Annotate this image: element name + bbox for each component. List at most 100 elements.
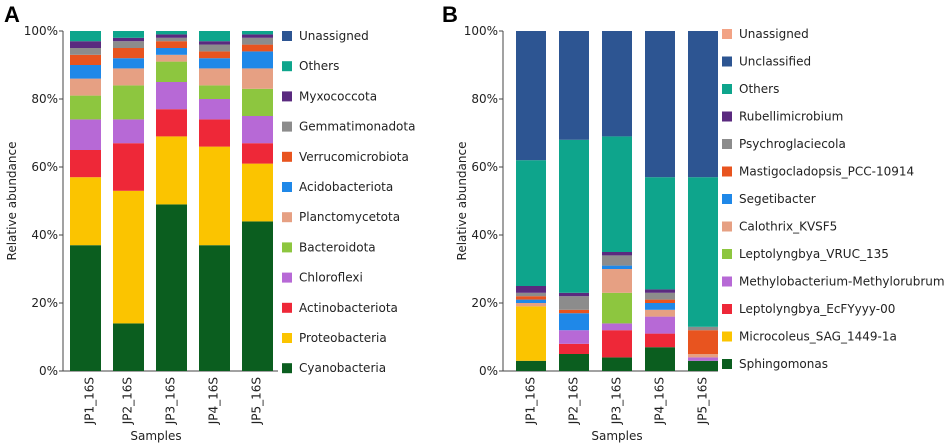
panel-b-bar-segment: JP2_16S · Psychroglaciecola: 4% [559, 296, 589, 310]
panel-a-bar-segment: JP4_16S · Acidobacteriota: 3% [199, 58, 230, 69]
panel-a-legend-swatch [282, 302, 292, 313]
panel-b-legend-swatch [722, 194, 732, 204]
panel-b-legend-label: Rubellimicrobium [739, 110, 843, 124]
panel-a-legend: Unassigned Others Myxococcota Gemmatimonado… [282, 29, 415, 375]
panel-b-xtick: JP3_16S [610, 377, 624, 425]
panel-a-bar-segment: JP5_16S · Verrucomicrobiota: 2% [242, 44, 273, 52]
panel-a-bars: JP1_16S · Cyanobacteria: 37%JP1_16S · Pr… [70, 31, 273, 371]
panel-a-bar-segment: JP5_16S · Proteobacteria: 17% [242, 163, 273, 222]
panel-b-legend-swatch [722, 359, 732, 369]
panel-a-x-ticks: JP1_16S JP2_16S JP3_16S JP4_16S JP5_16S [83, 377, 264, 425]
panel-a-bar-segment: JP4_16S · Gemmatimonadota: 2% [199, 44, 230, 52]
panel-b-bar-segment: JP4_16S · Rubellimicrobium: 1% [645, 289, 675, 293]
panel-a-bar-segment: JP5_16S · Planctomycetota: 6% [242, 68, 273, 89]
panel-b-bar-segment: JP1_16S · Rubellimicrobium: 2% [516, 286, 546, 293]
panel-a-bar-segment: JP2_16S · Planctomycetota: 5% [113, 68, 144, 86]
panel-b: B Relative abundance Samples 0% 20% 40% … [442, 2, 945, 443]
panel-a-bar-segment: JP5_16S · Chloroflexi: 8% [242, 116, 273, 144]
panel-a-bar-segment: JP3_16S · Bacteroidota: 6% [156, 61, 187, 82]
panel-a-ytick: 0% [39, 364, 58, 378]
panel-b-ytick: 0% [479, 364, 498, 378]
panel-b-ytick: 20% [471, 296, 498, 310]
panel-b-bar-segment: JP5_16S · Psychroglaciecola: 1% [688, 326, 718, 331]
panel-b-bar-segment: JP4_16S · Leptolyngbya_EcFYyyy-00: 4% [645, 333, 675, 348]
panel-b-bar-segment: JP1_16S · Segetibacter: 1% [516, 299, 546, 303]
panel-a-bar-segment: JP2_16S · Gemmatimonadota: 2% [113, 41, 144, 48]
panel-a-bar-segment: JP2_16S · Acidobacteriota: 3% [113, 58, 144, 69]
panel-b-bar-segment: JP3_16S · Others: 34% [602, 136, 632, 252]
panel-b-legend-swatch [722, 56, 732, 67]
panel-b-legend-swatch [722, 84, 732, 94]
panel-b-legend-swatch [722, 331, 732, 342]
panel-a-bar-segment: JP4_16S · Others: 3% [199, 31, 230, 42]
panel-a-bar-segment: JP5_16S · Bacteroidota: 8% [242, 88, 273, 116]
panel-a-bar-segment: JP2_16S · Proteobacteria: 39% [113, 190, 144, 324]
panel-a-bar-segment: JP1_16S · Proteobacteria: 20% [70, 177, 101, 246]
panel-a-legend-label: Bacteroidota [299, 240, 376, 254]
panel-b-bar-segment: JP1_16S · Mastigocladopsis_PCC-10914: 1% [516, 296, 546, 300]
panel-a-bar-segment: JP4_16S · Cyanobacteria: 37% [199, 245, 230, 371]
panel-a-bar-segment: JP1_16S · Verrucomicrobiota: 3% [70, 54, 101, 65]
panel-b-legend-label: Segetibacter [739, 192, 816, 206]
panel-a-legend-swatch [282, 31, 292, 41]
panel-a-bar-segment: JP5_16S · Cyanobacteria: 44% [242, 221, 273, 371]
panel-b-legend-swatch [722, 166, 732, 177]
panel-b-bar-segment: JP3_16S · Calothrix_KVSF5: 7% [602, 269, 632, 293]
panel-b-bar-segment: JP2_16S · Methylobacterium-Methylorubrum… [559, 330, 589, 344]
panel-b-bar-segment: JP2_16S · Unclassified: 32% [559, 31, 589, 140]
panel-a-bar-segment: JP2_16S · Others: 2% [113, 31, 144, 38]
panel-b-bar-segment: JP2_16S · Others: 45% [559, 139, 589, 293]
panel-b-bar-segment: JP4_16S · Methylobacterium-Methylorubrum… [645, 316, 675, 334]
panel-a-legend-label: Planctomycetota [299, 210, 400, 224]
panel-a-bar-segment: JP4_16S · Planctomycetota: 5% [199, 68, 230, 86]
panel-b-bar-segment: JP2_16S · Sphingomonas: 5% [559, 354, 589, 371]
panel-a-legend-swatch [282, 363, 292, 374]
panel-a-bar-segment: JP4_16S · Chloroflexi: 6% [199, 99, 230, 120]
panel-b-legend-swatch [722, 249, 732, 259]
panel-a-legend-swatch [282, 91, 292, 102]
panel-a-legend-label: Others [299, 59, 339, 73]
panel-b-legend-label: Unclassified [739, 55, 811, 69]
panel-b-legend-label: Unassigned [739, 27, 809, 41]
panel-a-bar-segment: JP3_16S · Verrucomicrobiota: 2% [156, 41, 187, 48]
panel-b-bar-segment: JP3_16S · Psychroglaciecola: 3% [602, 255, 632, 266]
panel-a-bar-segment: JP2_16S · Actinobacteriota: 14% [113, 143, 144, 191]
panel-b-bar-segment: JP1_16S · Others: 37% [516, 160, 546, 286]
panel-b-bar-segment: JP3_16S · Leptolyngbya_EcFYyyy-00: 8% [602, 330, 632, 358]
panel-a-bar-segment: JP2_16S · Cyanobacteria: 14% [113, 323, 144, 371]
panel-a-legend-swatch [282, 212, 292, 223]
panel-a-legend-label: Actinobacteriota [299, 301, 398, 315]
panel-b-bar-segment: JP1_16S · Microcoleus_SAG_1449-1a: 16% [516, 306, 546, 361]
panel-a-legend-swatch [282, 333, 292, 343]
panel-a-bar-segment: JP3_16S · Others: 1% [156, 31, 187, 35]
panel-a-bar-segment: JP1_16S · Myxococcota: 2% [70, 41, 101, 48]
panel-a-legend-label: Verrucomicrobiota [299, 150, 409, 164]
panel-a-bar-segment: JP1_16S · Planctomycetota: 5% [70, 78, 101, 96]
panel-b-ytick: 60% [471, 160, 498, 174]
panel-b-legend-label: Microcoleus_SAG_1449-1a [739, 330, 897, 344]
panel-a-legend-swatch [282, 61, 292, 72]
panel-b-bar-segment: JP5_16S · Sphingomonas: 3% [688, 360, 718, 371]
panel-b-bar-segment: JP1_16S · Calothrix_KVSF5: 1% [516, 303, 546, 307]
panel-b-x-axis-title: Samples [591, 429, 642, 443]
panel-a-legend-label: Unassigned [299, 29, 369, 43]
panel-a-bar-segment: JP3_16S · Actinobacteriota: 8% [156, 109, 187, 137]
panel-b-legend-label: Leptolyngbya_VRUC_135 [739, 247, 889, 261]
panel-b-legend: Unassigned Unclassified Others Rubellimicro… [722, 27, 945, 371]
panel-b-bar-segment: JP5_16S · Calothrix_KVSF5: 1% [688, 354, 718, 358]
panel-a-bar-segment: JP1_16S · Bacteroidota: 7% [70, 95, 101, 120]
panel-a-bar-segment: JP3_16S · Cyanobacteria: 49% [156, 204, 187, 371]
panel-a-bar-segment: JP5_16S · Others: 1% [242, 31, 273, 35]
panel-b-xtick: JP1_16S [524, 377, 538, 425]
panel-a-bar-segment: JP1_16S · Gemmatimonadota: 2% [70, 48, 101, 55]
panel-b-legend-label: Methylobacterium-Methylorubrum [739, 275, 945, 289]
panel-a-bar-segment: JP4_16S · Proteobacteria: 29% [199, 146, 230, 246]
panel-b-ytick: 100% [464, 24, 498, 38]
panel-b-bar-segment: JP4_16S · Others: 33% [645, 177, 675, 290]
panel-a-bar-segment: JP5_16S · Actinobacteriota: 6% [242, 143, 273, 164]
panel-b-legend-swatch [722, 139, 732, 149]
panel-a-ytick: 60% [31, 160, 58, 174]
panel-a-bar-segment: JP5_16S · Gemmatimonadota: 2% [242, 37, 273, 45]
panel-a-bar-segment: JP4_16S · Myxococcota: 1% [199, 41, 230, 45]
